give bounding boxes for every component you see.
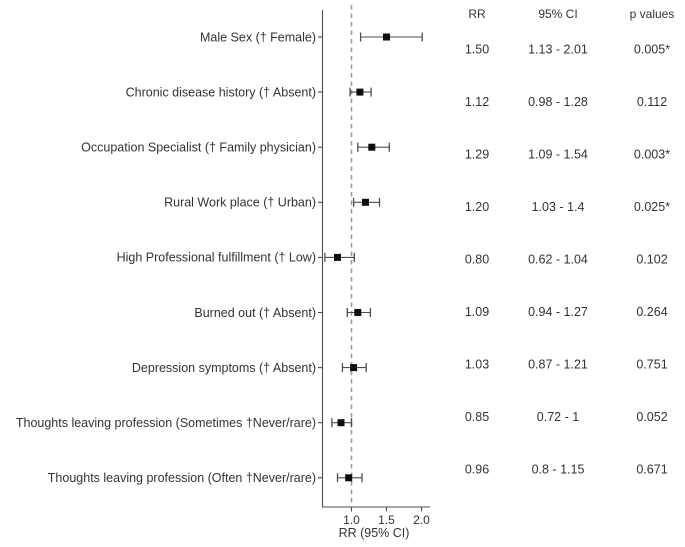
table-cell-rr: 1.29	[465, 148, 489, 162]
x-tick-label: 1.0	[343, 513, 360, 527]
table-cell-rr: 1.03	[465, 358, 489, 372]
table-cell-ci: 1.03 - 1.4	[532, 200, 585, 214]
point-estimate-marker	[356, 88, 364, 96]
table-cell-p: 0.751	[636, 358, 667, 372]
table-cell-rr: 1.09	[465, 305, 489, 319]
table-cell-rr: 1.12	[465, 95, 489, 109]
table-cell-ci: 1.09 - 1.54	[528, 148, 588, 162]
x-axis-title: RR (95% CI)	[339, 526, 410, 540]
row-label: Burned out († Absent)	[194, 306, 316, 320]
row-label: Occupation Specialist († Family physicia…	[81, 141, 316, 155]
point-estimate-marker	[368, 143, 376, 151]
table-cell-ci: 0.62 - 1.04	[528, 253, 588, 267]
table-cell-ci: 1.13 - 2.01	[528, 43, 588, 57]
row-label: Rural Work place († Urban)	[164, 196, 316, 210]
table-cell-p: 0.005*	[634, 43, 670, 57]
table-cell-rr: 0.80	[465, 253, 489, 267]
table-cell-ci: 0.87 - 1.21	[528, 358, 588, 372]
row-label: Chronic disease history († Absent)	[126, 85, 316, 99]
x-tick-label: 2.0	[413, 513, 430, 527]
table-cell-p: 0.264	[636, 305, 667, 319]
table-cell-p: 0.102	[636, 253, 667, 267]
point-estimate-marker	[345, 474, 353, 482]
table-cell-p: 0.112	[637, 95, 667, 109]
point-estimate-marker	[362, 198, 369, 206]
row-label: High Professional fulfillment († Low)	[117, 251, 316, 265]
table-cell-p: 0.052	[636, 410, 667, 424]
table-cell-ci: 0.72 - 1	[537, 410, 579, 424]
point-estimate-marker	[334, 253, 341, 261]
point-estimate-marker	[383, 33, 390, 41]
table-cell-rr: 1.20	[465, 200, 489, 214]
table-col-header: RR	[468, 7, 486, 21]
table-col-header: p values	[630, 7, 675, 21]
row-label: Thoughts leaving profession (Often †Neve…	[48, 471, 316, 485]
table-cell-ci: 0.94 - 1.27	[528, 305, 588, 319]
table-cell-ci: 0.8 - 1.15	[532, 463, 585, 477]
table-cell-rr: 0.85	[465, 410, 489, 424]
x-tick-label: 1.5	[378, 513, 395, 527]
point-estimate-marker	[350, 364, 358, 372]
table-cell-p: 0.025*	[634, 200, 670, 214]
row-label: Depression symptoms († Absent)	[132, 361, 316, 375]
point-estimate-marker	[354, 309, 362, 316]
row-label: Male Sex († Female)	[200, 30, 316, 44]
table-cell-rr: 0.96	[465, 463, 489, 477]
table-cell-p: 0.671	[636, 463, 667, 477]
point-estimate-marker	[337, 419, 345, 427]
table-cell-p: 0.003*	[634, 148, 670, 162]
table-cell-ci: 0.98 - 1.28	[528, 95, 588, 109]
row-label: Thoughts leaving profession (Sometimes †…	[16, 416, 316, 430]
table-cell-rr: 1.50	[465, 43, 489, 57]
table-col-header: 95% CI	[538, 7, 577, 21]
